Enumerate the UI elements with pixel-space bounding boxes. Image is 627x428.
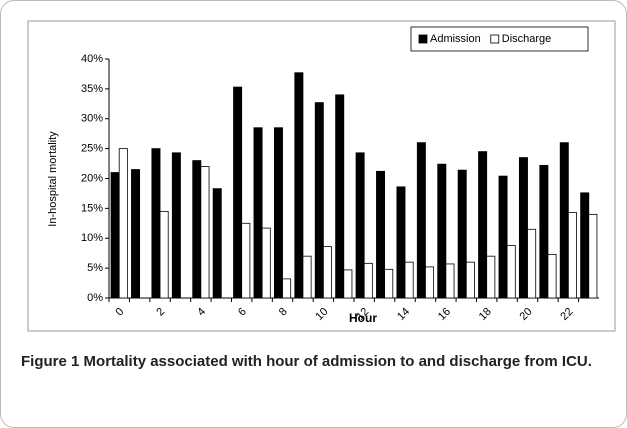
- bar: [465, 261, 475, 299]
- caption-label: Figure 1: [21, 353, 80, 370]
- bar: [159, 210, 169, 299]
- bar: [261, 227, 271, 299]
- legend-box: [410, 26, 589, 52]
- bar: [273, 127, 283, 299]
- bar: [192, 160, 202, 299]
- bar: [588, 213, 598, 299]
- y-axis-label: In-hospital mortality: [47, 131, 59, 227]
- y-tick-label: 30%: [81, 113, 103, 125]
- bar: [131, 169, 141, 299]
- bar: [343, 269, 353, 299]
- bar: [425, 266, 435, 299]
- legend-label: Admission: [430, 33, 481, 45]
- bar: [445, 263, 455, 299]
- legend-swatch: [490, 34, 500, 44]
- bar: [302, 255, 312, 299]
- bar: [580, 192, 590, 299]
- bar: [506, 245, 516, 299]
- caption-text: Mortality associated with hour of admiss…: [83, 353, 592, 370]
- bar: [118, 148, 128, 299]
- bar: [253, 127, 263, 299]
- bar: [416, 142, 426, 299]
- y-tick-label: 20%: [81, 172, 103, 184]
- bar: [335, 94, 345, 299]
- bar: [539, 164, 549, 299]
- chart: Hour In-hospital mortality 0% 5% 10% 15% 20%…: [27, 20, 616, 332]
- bar: [486, 255, 496, 299]
- y-tick-label: 25%: [81, 143, 103, 155]
- x-axis-label: Hour: [349, 311, 377, 325]
- bar: [518, 157, 528, 299]
- bar: [110, 172, 120, 299]
- bar: [212, 188, 222, 299]
- legend-label: Discharge: [502, 33, 552, 45]
- y-tick-label: 15%: [81, 202, 103, 214]
- bar: [498, 175, 508, 299]
- bar: [363, 262, 373, 299]
- bar: [396, 186, 406, 299]
- bar: [567, 212, 577, 299]
- bar: [171, 152, 181, 299]
- legend-swatch: [418, 34, 428, 44]
- y-tick-label: 10%: [81, 232, 103, 244]
- caption: Figure 1 Mortality associated with hour …: [21, 351, 611, 373]
- bar: [437, 163, 447, 299]
- bar: [233, 86, 243, 299]
- bar: [314, 102, 324, 299]
- bar: [294, 72, 304, 299]
- y-tick-label: 0%: [87, 292, 103, 304]
- bar: [282, 278, 292, 299]
- bar: [200, 166, 210, 299]
- bar: [376, 170, 386, 299]
- bar: [322, 246, 332, 299]
- bar: [527, 228, 537, 299]
- bar: [384, 268, 394, 299]
- bar: [404, 261, 414, 299]
- bar: [547, 253, 557, 299]
- bar: [355, 152, 365, 299]
- y-tick-label: 35%: [81, 83, 103, 95]
- y-tick-label: 40%: [81, 53, 103, 65]
- y-tick-label: 5%: [87, 262, 103, 274]
- bar: [559, 142, 569, 299]
- bar: [478, 151, 488, 299]
- bar: [457, 169, 467, 299]
- bar: [151, 148, 161, 299]
- bar: [241, 222, 251, 299]
